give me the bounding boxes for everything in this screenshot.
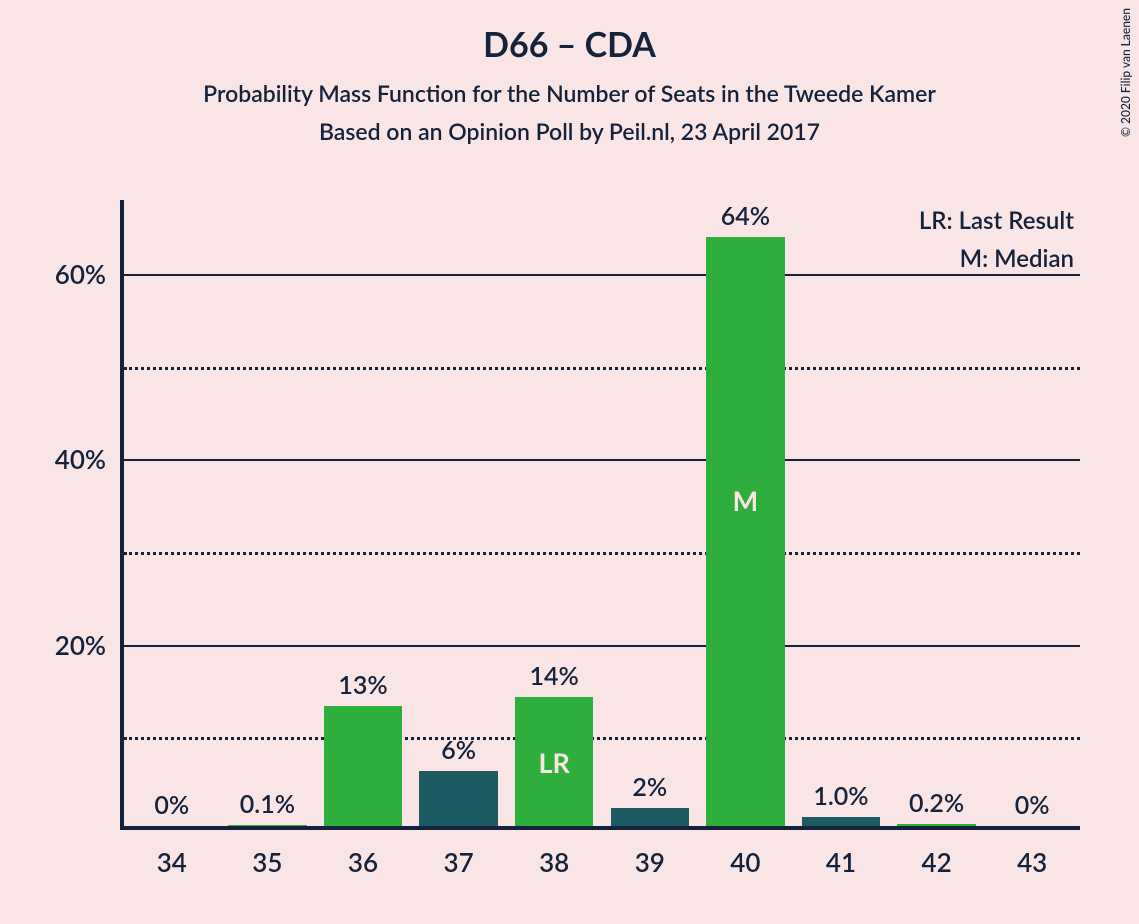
bar-value-label: 0%	[154, 790, 189, 826]
bar-value-label: 0.1%	[240, 789, 295, 825]
bar: 0.2%	[897, 824, 975, 826]
x-tick-label: 36	[348, 830, 378, 878]
bar-value-label: 6%	[441, 735, 476, 771]
chart-title: D66 – CDA	[0, 0, 1139, 65]
bar-value-label: 64%	[721, 201, 770, 237]
gridline-major	[124, 459, 1080, 461]
copyright-text: © 2020 Filip van Laenen	[1118, 8, 1133, 137]
bar: 64%M	[706, 237, 784, 826]
legend-lr: LR: Last Result	[919, 202, 1074, 240]
pmf-bar-chart: LR: Last Result M: Median 20%40%60%0%340…	[120, 200, 1080, 830]
bar-value-label: 14%	[530, 661, 579, 697]
bar-value-label: 13%	[338, 670, 387, 706]
bar: 14%LR	[515, 697, 593, 826]
y-axis	[120, 200, 124, 830]
bar-value-label: 2%	[632, 772, 667, 808]
bar-value-label: 1.0%	[813, 781, 868, 817]
gridline-minor	[124, 552, 1080, 555]
bar: 13%	[324, 706, 402, 826]
x-tick-label: 39	[635, 830, 665, 878]
gridline-major	[124, 645, 1080, 647]
bar-inner-label: M	[733, 484, 759, 517]
y-tick-label: 40%	[55, 443, 120, 475]
gridline-minor	[124, 737, 1080, 740]
x-tick-label: 41	[826, 830, 856, 878]
x-tick-label: 34	[157, 830, 187, 878]
bar: 6%	[419, 771, 497, 826]
x-tick-label: 37	[444, 830, 474, 878]
bar-value-label: 0.2%	[909, 788, 964, 824]
x-tick-label: 38	[539, 830, 569, 878]
chart-subtitle-2: Based on an Opinion Poll by Peil.nl, 23 …	[0, 117, 1139, 145]
legend-m: M: Median	[919, 240, 1074, 278]
y-tick-label: 60%	[55, 258, 120, 290]
chart-subtitle-1: Probability Mass Function for the Number…	[0, 79, 1139, 107]
x-tick-label: 35	[252, 830, 282, 878]
gridline-minor	[124, 367, 1080, 370]
gridline-major	[124, 274, 1080, 276]
bar: 1.0%	[802, 817, 880, 826]
bar: 0.1%	[228, 825, 306, 826]
bar-value-label: 0%	[1015, 790, 1050, 826]
x-tick-label: 40	[730, 830, 760, 878]
x-tick-label: 42	[922, 830, 952, 878]
y-tick-label: 20%	[55, 629, 120, 661]
legend: LR: Last Result M: Median	[919, 200, 1080, 279]
bar: 2%	[611, 808, 689, 826]
bar-inner-label: LR	[538, 746, 569, 779]
x-tick-label: 43	[1017, 830, 1047, 878]
